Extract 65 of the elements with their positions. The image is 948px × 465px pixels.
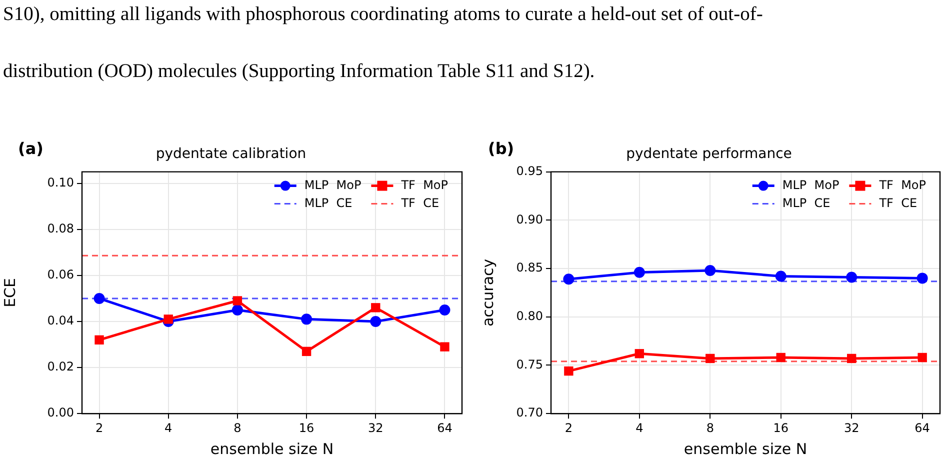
y-tick-label: 0.04 [47, 314, 74, 328]
y-tick-label: 0.00 [47, 406, 74, 420]
x-axis-title: ensemble size N [210, 440, 334, 458]
x-tick-label: 2 [564, 420, 572, 435]
chart-title: pydentate performance [626, 146, 792, 162]
x-tick-label: 8 [706, 420, 714, 435]
point [164, 314, 173, 324]
point [846, 272, 858, 283]
x-tick-label: 16 [773, 420, 789, 435]
point [439, 304, 450, 316]
y-tick-label: 0.90 [516, 212, 543, 226]
legend-label: MLP MoP [304, 178, 362, 192]
point [563, 274, 574, 285]
y-tick-label: 0.70 [516, 406, 543, 420]
x-tick-label: 32 [368, 420, 384, 435]
text: (b) [488, 139, 514, 158]
y-tick-label: 0.75 [516, 357, 543, 372]
text: (a) [18, 139, 44, 158]
point [370, 316, 382, 327]
legend-label: TF MoP [878, 178, 926, 192]
point [94, 292, 105, 304]
point [232, 304, 243, 316]
x-tick-label: 32 [844, 420, 860, 435]
point [846, 354, 856, 364]
y-tick-label: 0.02 [47, 360, 74, 374]
point [775, 270, 786, 282]
legend-label: MLP MoP [782, 178, 840, 192]
point [564, 366, 574, 376]
point [704, 264, 716, 276]
legend-label: MLP CE [782, 196, 830, 210]
text: distribution (OOD) molecules (Supporting Information Table S11 and S12). [3, 61, 595, 83]
x-tick-label: 4 [164, 420, 172, 435]
y-tick-label: 0.95 [516, 164, 543, 178]
y-tick-label: 0.85 [516, 260, 543, 275]
point [371, 303, 380, 312]
point [776, 352, 786, 362]
x-tick-label: 16 [298, 420, 314, 435]
point [301, 314, 312, 325]
x-axis-title: ensemble size N [684, 440, 808, 458]
y-tick-label: 0.08 [47, 221, 74, 236]
legend-label: MLP CE [304, 196, 352, 210]
point [634, 349, 644, 358]
legend-label: TF MoP [400, 178, 448, 192]
y-axis-title: accuracy [478, 258, 497, 327]
point [918, 352, 927, 362]
x-tick-label: 64 [914, 420, 930, 435]
point [634, 266, 645, 278]
x-tick-label: 64 [437, 420, 452, 435]
legend-label: TF CE [400, 196, 440, 210]
point [916, 272, 928, 284]
x-tick-label: 8 [234, 420, 242, 435]
y-axis-title: ECE [0, 278, 19, 308]
point [232, 296, 242, 306]
y-tick-label: 0.06 [47, 268, 74, 282]
chart-title: pydentate calibration [156, 146, 306, 162]
legend-label: TF CE [878, 196, 918, 210]
y-tick-label: 0.80 [516, 309, 543, 324]
y-tick-label: 0.10 [47, 175, 74, 190]
point [302, 346, 312, 356]
point [706, 354, 715, 364]
x-tick-label: 4 [636, 420, 644, 435]
point [440, 342, 450, 352]
point [94, 335, 104, 345]
text: S10), omitting all ligands with phosphorous coordinating atoms to curate a held-out set of out-of- [3, 4, 763, 26]
x-tick-label: 2 [95, 420, 104, 435]
